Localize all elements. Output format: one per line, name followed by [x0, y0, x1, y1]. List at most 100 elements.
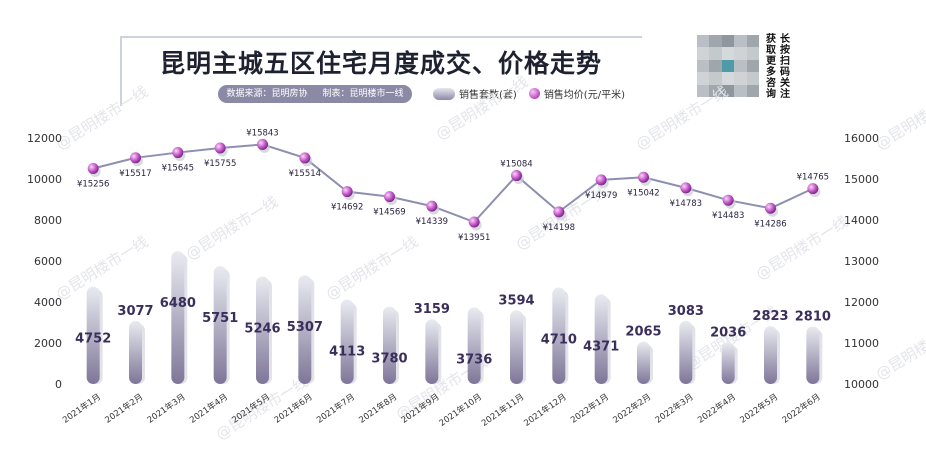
- price-dot: [722, 194, 734, 206]
- price-value-label: ¥14979: [585, 191, 617, 201]
- bar-value-label: 2810: [795, 309, 831, 324]
- bar: [679, 320, 693, 384]
- bar: [340, 299, 354, 384]
- bar: [637, 341, 650, 384]
- x-tick-label: 2021年3月: [145, 391, 187, 425]
- qr-cell: [709, 84, 722, 97]
- bar-value-label: 4113: [329, 345, 365, 360]
- legend-bar-swatch: [433, 87, 455, 100]
- bar-value-label: 3736: [456, 352, 492, 367]
- qr-cell: [697, 47, 710, 60]
- x-tick-label: 2021年11月: [479, 391, 526, 428]
- y-right-tick-label: 13000: [844, 255, 879, 268]
- price-dot: [468, 216, 480, 228]
- qr-cell: [697, 72, 710, 85]
- qr-cell: [734, 47, 747, 60]
- qr-cell: [746, 72, 759, 85]
- price-value-label: ¥15084: [500, 160, 532, 170]
- bar: [171, 251, 185, 384]
- price-value-label: ¥14692: [331, 203, 363, 213]
- bar-value-label: 4752: [75, 332, 111, 347]
- price-dot: [638, 171, 649, 183]
- qr-cell: [697, 35, 710, 48]
- legend: 销售套数(套) 销售均价(元/平米): [433, 86, 625, 101]
- qr-cell: [709, 47, 722, 60]
- price-value-label: ¥14198: [543, 223, 575, 233]
- y-left-tick-label: 8000: [34, 214, 62, 227]
- qr-cell: [734, 84, 747, 97]
- price-dot: [130, 152, 141, 164]
- x-tick-label: 2022年1月: [568, 391, 610, 425]
- price-dot: [384, 191, 395, 203]
- price-dot: [426, 200, 438, 212]
- price-dot: [257, 138, 268, 150]
- qr-cell: [734, 72, 747, 85]
- bar-value-label: 3594: [498, 293, 534, 308]
- qr-cell: [709, 59, 722, 73]
- qr-code-icon: [697, 35, 759, 97]
- bar-value-label: 3159: [414, 302, 450, 317]
- price-value-label: ¥15755: [204, 159, 236, 169]
- price-line: [92, 143, 814, 224]
- qr-cell: [697, 84, 710, 97]
- y-right-tick-label: 10000: [844, 378, 879, 391]
- price-dot: [299, 152, 311, 164]
- price-dot: [341, 186, 353, 198]
- bar-value-label: 3077: [117, 304, 153, 319]
- qr-cell: [721, 84, 735, 97]
- x-tick-label: 2021年7月: [314, 391, 356, 425]
- y-right-tick-label: 11000: [844, 337, 879, 350]
- bar: [86, 286, 100, 384]
- bar: [298, 275, 312, 384]
- legend-line-label: 销售均价(元/平米): [543, 90, 625, 101]
- bar: [129, 320, 142, 384]
- y-left-tick-label: 10000: [27, 173, 62, 186]
- y-left-tick-label: 4000: [34, 296, 62, 309]
- price-dot: [511, 170, 522, 182]
- y-right-tick-label: 14000: [844, 214, 879, 227]
- x-tick-label: 2022年5月: [738, 391, 780, 425]
- x-tick-label: 2021年2月: [103, 391, 145, 425]
- price-value-label: ¥15042: [627, 188, 659, 198]
- bar: [213, 266, 227, 384]
- watermark-text: @昆明楼市一线: [633, 82, 732, 153]
- x-tick-label: 2022年6月: [780, 391, 822, 425]
- qr-cell: [721, 72, 735, 85]
- bar: [721, 342, 735, 384]
- qr-cell: [709, 72, 722, 85]
- qr-cell: [697, 59, 710, 73]
- bar: [256, 276, 269, 384]
- bar: [467, 307, 481, 384]
- price-value-label: ¥14339: [416, 217, 448, 227]
- qr-cell: [721, 59, 735, 73]
- bar-value-label: 2823: [752, 309, 788, 324]
- qr-cell: [746, 35, 759, 48]
- qr-cell: [746, 59, 759, 73]
- qr-cell: [721, 35, 735, 48]
- qr-cell: [734, 35, 747, 48]
- y-left-tick-label: 0: [55, 378, 62, 391]
- price-value-label: ¥14483: [712, 211, 744, 221]
- price-dot: [553, 206, 565, 218]
- watermark-text: @昆明楼市一线: [873, 82, 926, 153]
- watermark-text: @昆明楼市一线: [53, 232, 152, 303]
- bar-value-label: 5307: [287, 320, 323, 335]
- source-pill: 数据来源：昆明房协 制表：昆明楼市一线: [218, 85, 412, 103]
- qr-caption-line-2: 获取更多咨询: [766, 34, 776, 100]
- x-tick-label: 2022年2月: [611, 391, 653, 425]
- bar-value-label: 5751: [202, 311, 238, 326]
- legend-dot-swatch: [528, 88, 540, 99]
- y-left-tick-label: 6000: [34, 255, 62, 268]
- bar: [383, 306, 396, 384]
- price-value-label: ¥14569: [373, 208, 405, 218]
- price-value-label: ¥15645: [162, 164, 194, 174]
- qr-caption-line-1: 长按扫码关注: [780, 34, 790, 100]
- chart-title: 昆明主城五区住宅月度成交、价格走势: [160, 49, 603, 78]
- x-tick-label: 2021年12月: [522, 391, 569, 428]
- bar-value-label: 3780: [371, 352, 407, 367]
- bar-value-label: 2065: [625, 325, 661, 340]
- qr-cell: [734, 59, 747, 73]
- price-value-label: ¥15517: [119, 169, 151, 179]
